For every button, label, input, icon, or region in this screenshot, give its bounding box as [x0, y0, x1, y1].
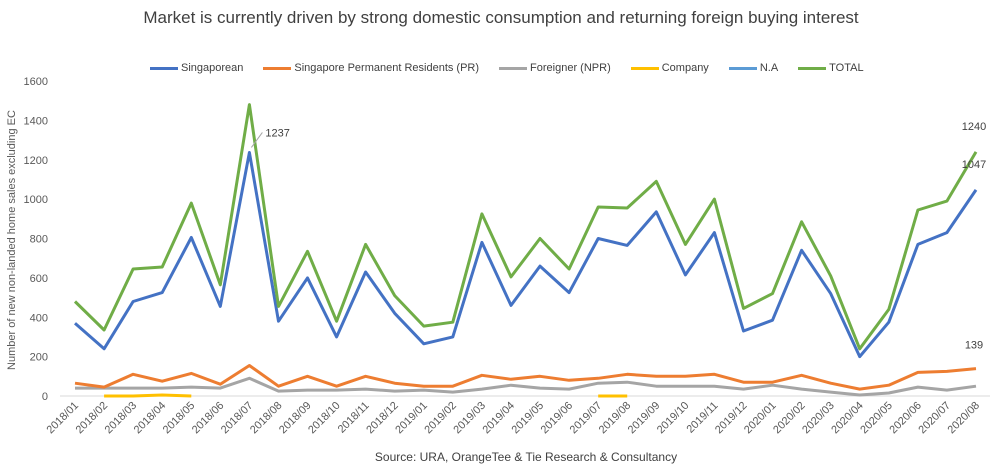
legend-swatch [798, 66, 827, 70]
source-note: Source: URA, OrangeTee & Tie Research & … [374, 450, 678, 464]
legend-swatch [499, 66, 528, 70]
y-tick-label: 1000 [24, 194, 48, 206]
legend-swatch [630, 66, 659, 70]
legend-swatch [263, 66, 292, 70]
legend-label: Company [661, 62, 709, 74]
legend-item: Singaporean [150, 62, 243, 74]
series-line-company [104, 393, 628, 398]
y-tick-label: 600 [30, 273, 48, 285]
x-tick-label: 2020/08 [946, 400, 983, 437]
data-label: 1047 [962, 159, 986, 171]
legend-item: TOTAL [798, 62, 864, 74]
legend-swatch [150, 66, 178, 70]
legend-item: Foreigner (NPR) [499, 62, 611, 74]
legend-label: Singaporean [181, 62, 244, 74]
y-tick-label: 1600 [24, 76, 48, 88]
legend-item: N.A [728, 62, 779, 74]
legend-label: Singapore Permanent Residents (PR) [294, 62, 480, 74]
legend-label: N.A [759, 62, 779, 74]
legend-item: Company [630, 62, 709, 74]
legend-label: Foreigner (NPR) [530, 62, 611, 74]
data-label-leader [250, 132, 263, 148]
series-line-singapore-permanent-residents-pr [74, 364, 977, 391]
y-tick-label: 800 [30, 234, 48, 246]
legend-swatch [728, 66, 757, 70]
legend: Singaporean Singapore Permanent Resident… [150, 62, 864, 74]
series-line-singaporean [74, 151, 978, 359]
series-line-total [73, 103, 978, 351]
legend-label: TOTAL [829, 62, 864, 74]
y-tick-label: 1400 [24, 115, 48, 127]
y-axis-title: Number of new non-landed home sales excl… [6, 110, 18, 370]
data-label: 139 [965, 340, 983, 352]
x-tick-label: 2019/10 [655, 400, 692, 437]
chart-title: Market is currently driven by strong dom… [143, 8, 859, 27]
x-tick-label: 2018/10 [306, 400, 343, 437]
series-line-foreigner-npr [75, 376, 977, 397]
y-tick-label: 400 [30, 312, 48, 324]
y-tick-label: 1200 [24, 155, 48, 167]
data-label: 1237 [265, 127, 289, 139]
y-tick-label: 0 [42, 391, 48, 403]
data-label: 1240 [962, 121, 986, 133]
legend-item: Singapore Permanent Residents (PR) [263, 62, 479, 74]
y-tick-label: 200 [30, 352, 48, 364]
